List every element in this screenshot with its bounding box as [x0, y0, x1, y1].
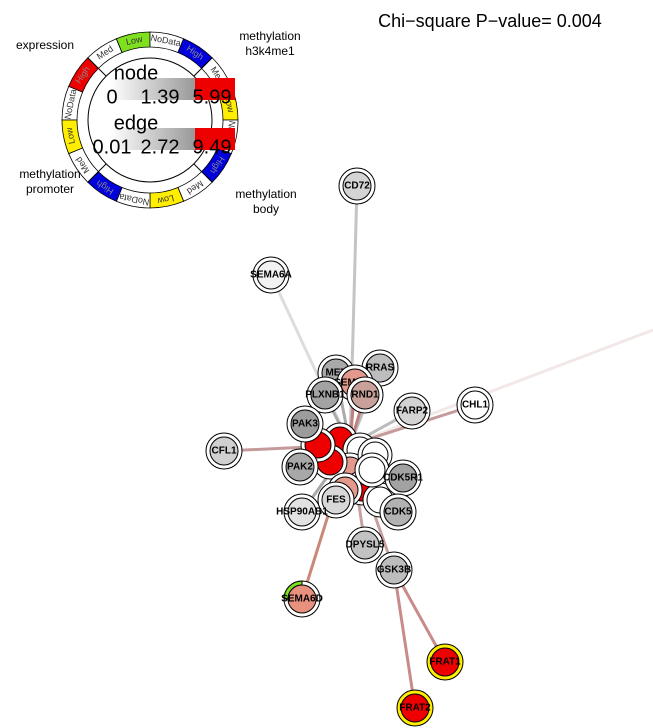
node-body	[321, 485, 351, 515]
node-label: CDK5	[384, 507, 412, 518]
ring-label: Low	[156, 193, 175, 206]
node-body	[400, 693, 430, 723]
ring-divider	[87, 57, 107, 77]
ring-divider	[87, 163, 107, 183]
node-label: MET	[325, 368, 346, 379]
node-label: HSP90AB1	[276, 507, 328, 518]
node-label: SEMA6D	[281, 594, 323, 605]
scale-tick: 0.01	[93, 136, 132, 158]
node-label: CD72	[344, 181, 370, 192]
node-body	[350, 530, 380, 560]
edge	[349, 328, 653, 447]
scale-gradient	[110, 78, 195, 100]
scale-max	[195, 78, 235, 100]
node-label: GSK3B	[377, 565, 411, 576]
track-label: methylation promoter	[19, 167, 80, 196]
node-body	[397, 396, 427, 426]
ring-label: Low	[64, 126, 77, 145]
node-body	[388, 463, 418, 493]
node-body	[365, 353, 395, 383]
ring-inner	[87, 57, 213, 183]
title: Chi−square P−value= 0.004	[378, 11, 602, 31]
node-body	[383, 497, 413, 527]
node-body	[379, 555, 409, 585]
scale-tick: 1.39	[141, 86, 180, 108]
node-body	[358, 456, 386, 484]
node-body	[342, 171, 372, 201]
ring-divider	[193, 163, 213, 183]
node-body	[287, 497, 317, 527]
ring-label: Low	[125, 34, 144, 47]
track-label: methylation body	[235, 187, 296, 216]
node-body	[460, 390, 490, 420]
node-label: CFL1	[212, 446, 237, 457]
node-label: RND1	[351, 390, 379, 401]
scale-tick: 2.72	[141, 136, 180, 158]
scale-gradient	[110, 128, 195, 150]
scale-label: node	[114, 62, 159, 84]
node-body	[290, 409, 320, 439]
edges	[223, 185, 653, 709]
track-label: expression	[16, 38, 74, 52]
node-body	[430, 647, 460, 677]
scale-label: edge	[114, 112, 159, 134]
node-label: FRAT1	[429, 657, 461, 668]
legend: NoDataHighMedLowNoDataHighMedLowNoDataHi…	[16, 29, 301, 216]
scale-max	[195, 128, 235, 150]
scale-tick: 0	[106, 86, 117, 108]
node-label: FARP2	[396, 406, 429, 417]
node-label: FES	[326, 495, 346, 506]
node-label: PLXNB1	[305, 390, 345, 401]
track-word: h3k4me1	[245, 44, 295, 58]
node-label: FRAT2	[399, 703, 431, 714]
edge	[392, 569, 417, 709]
track-word: promoter	[26, 182, 74, 196]
node-body	[287, 584, 317, 614]
ring-segment	[61, 119, 84, 155]
node-label: CDK5R1	[383, 473, 423, 484]
node-body	[256, 260, 286, 290]
node-body	[209, 436, 239, 466]
node-body	[285, 452, 315, 482]
scale-tick: 5.99	[193, 86, 232, 108]
track-word: methylation	[235, 187, 296, 201]
track-word: expression	[16, 38, 74, 52]
ring-divider	[193, 57, 213, 77]
node-label: PAK2	[287, 462, 313, 473]
track-word: methylation	[239, 29, 300, 43]
node-label: DPYSL5	[346, 540, 385, 551]
track-word: body	[253, 202, 279, 216]
node-label: CHL1	[462, 400, 489, 411]
node-label: SEMA6A	[250, 270, 292, 281]
node-body	[350, 380, 380, 410]
node-label: PAK3	[292, 419, 318, 430]
node-body	[310, 380, 340, 410]
track-word: methylation	[19, 167, 80, 181]
scale-tick: 9.49	[193, 136, 232, 158]
node-label: RRAS	[366, 363, 395, 374]
track-label: methylation h3k4me1	[239, 29, 300, 58]
nodes: CD72SEMA6AMETRRASSEMA4DPLXNB1RND1FARP2CH…	[205, 167, 494, 727]
